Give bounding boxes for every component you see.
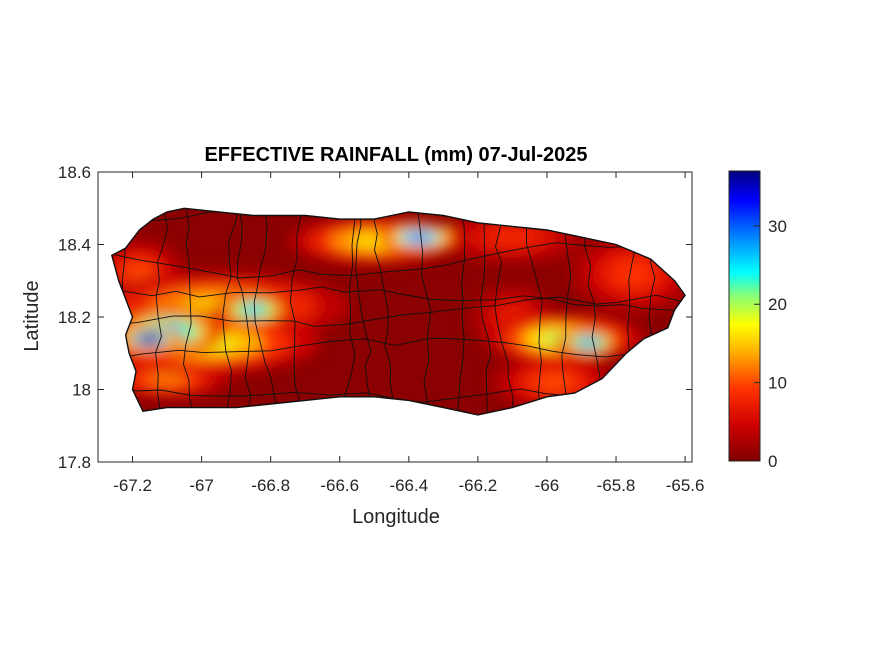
- municipality-boundary: [417, 209, 432, 415]
- municipality-boundary: [339, 208, 356, 415]
- colorbar-tick-label: 20: [768, 295, 787, 314]
- municipality-boundary: [561, 211, 572, 415]
- colorbar-tick-label: 30: [768, 217, 787, 236]
- x-tick-label: -66.2: [459, 476, 498, 495]
- municipality-boundary: [115, 208, 684, 226]
- rain-feature-12-level-3: [578, 338, 598, 347]
- municipality-boundary: [236, 208, 252, 415]
- x-axis: -67.2 -67 -66.8 -66.6 -66.4 -66.2 -66 -65.8 -65.…: [113, 172, 704, 495]
- y-tick-label: 18.4: [58, 236, 91, 255]
- y-tick-label: 18.2: [58, 308, 91, 327]
- y-axis: 17.8 18 18.2 18.4 18.6: [58, 163, 692, 472]
- municipality-boundary: [222, 208, 240, 415]
- x-tick-label: -66: [535, 476, 560, 495]
- municipality-boundary: [115, 337, 676, 367]
- rain-feature-13-level-3: [407, 233, 431, 242]
- y-axis-title: Latitude: [21, 280, 43, 351]
- colorbar-ticks: 0 10 20 30: [754, 217, 787, 471]
- y-tick-label: 17.8: [58, 453, 91, 472]
- y-tick-label: 18.6: [58, 163, 91, 182]
- x-tick-label: -66.8: [251, 476, 290, 495]
- municipality-boundary: [253, 210, 279, 415]
- municipality-boundary: [155, 209, 168, 415]
- x-tick-label: -65.6: [666, 476, 705, 495]
- map-title: EFFECTIVE RAINFALL (mm) 07-Jul-2025: [204, 144, 587, 166]
- rain-feature-1-level-3: [489, 229, 536, 246]
- municipality-boundary: [183, 210, 195, 415]
- map-plot-area: [97, 171, 693, 463]
- colorbar: 0 10 20 30: [728, 170, 787, 471]
- x-tick-label: -67: [189, 476, 214, 495]
- colorbar-tick-label: 10: [768, 374, 787, 393]
- colorbar-tick-label: 0: [768, 452, 777, 471]
- municipality-boundary: [494, 222, 514, 415]
- municipality-boundary: [480, 208, 492, 415]
- municipality-boundary: [115, 286, 681, 312]
- rain-feature-14-level-3: [140, 334, 160, 343]
- y-tick-label: 18: [72, 381, 91, 400]
- rain-feature-4-level-3: [534, 374, 573, 391]
- colorbar-gradient: [728, 170, 761, 462]
- x-tick-label: -66.6: [320, 476, 359, 495]
- rain-feature-5-level-3: [148, 372, 187, 385]
- x-tick-label: -66.4: [389, 476, 428, 495]
- municipality-boundary: [371, 209, 398, 415]
- municipality-boundary: [115, 242, 671, 279]
- x-axis-title: Longitude: [352, 506, 440, 528]
- rain-feature-10-level-3: [242, 304, 265, 315]
- island-outline: [110, 207, 686, 416]
- rain-feature-2-level-3: [614, 261, 653, 286]
- municipality-boundary: [526, 208, 545, 415]
- x-tick-label: -67.2: [113, 476, 152, 495]
- x-tick-label: -65.8: [597, 476, 636, 495]
- municipality-boundary: [115, 294, 682, 327]
